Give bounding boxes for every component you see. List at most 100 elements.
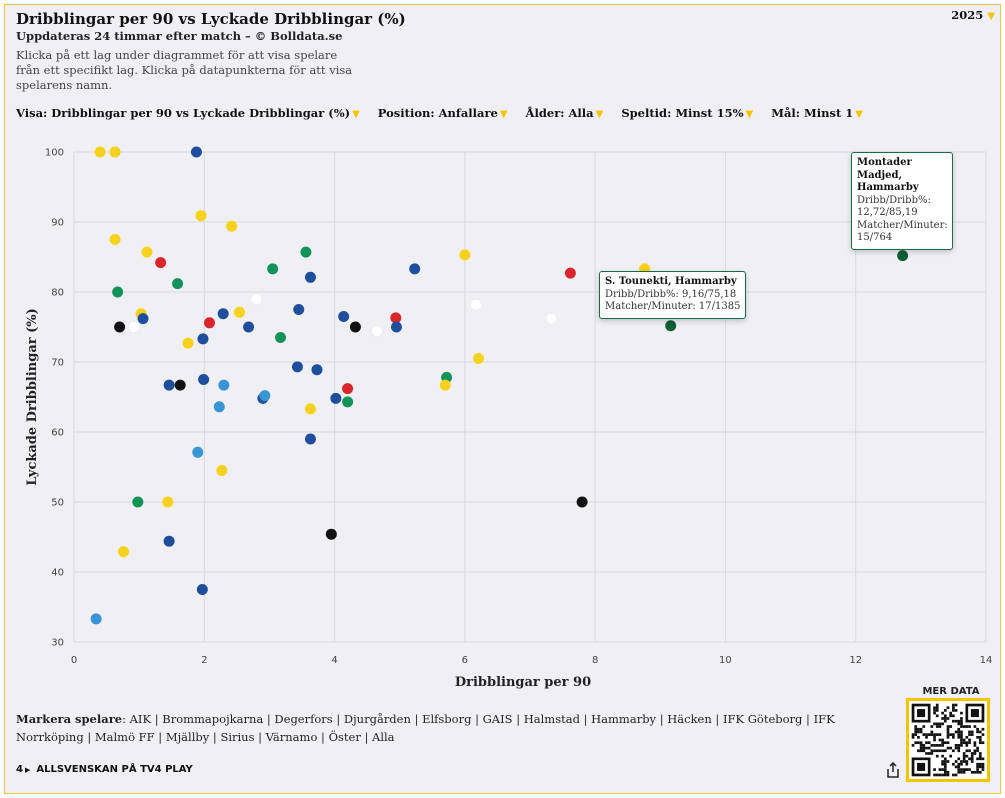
filter-show[interactable]: Visa: Dribblingar per 90 vs Lyckade Dribb… [16,106,360,120]
data-point[interactable] [155,257,167,269]
legend-team-hammarby[interactable]: Hammarby [591,712,657,726]
data-point[interactable] [213,401,225,413]
data-point[interactable] [192,446,204,458]
legend-separator: | [512,712,524,726]
data-point[interactable] [163,535,175,547]
data-point[interactable] [330,392,342,404]
qr-code[interactable] [906,698,990,782]
data-point[interactable] [267,263,279,275]
data-point[interactable] [174,379,186,391]
legend-team-ifk-göteborg[interactable]: IFK Göteborg [722,712,803,726]
data-point[interactable] [439,379,451,391]
data-point[interactable] [141,246,153,258]
x-tick-label: 8 [592,655,598,666]
data-point[interactable] [94,146,106,158]
data-point[interactable] [162,496,174,508]
legend-team-degerfors[interactable]: Degerfors [274,712,333,726]
legend-team-ifk-norrköping[interactable]: IFK Norrköping [16,712,835,744]
data-point[interactable] [203,317,215,329]
data-point[interactable] [342,383,354,395]
filter-playtime[interactable]: Speltid: Minst 15% ▼ [621,106,753,120]
data-point[interactable] [275,332,287,343]
data-point[interactable] [172,278,184,290]
data-point[interactable] [216,465,228,476]
legend-team-malmö-ff[interactable]: Malmö FF [94,730,155,744]
filter-position[interactable]: Position: Anfallare ▼ [378,106,508,120]
legend-team-mjällby[interactable]: Mjällby [165,730,210,744]
data-point[interactable] [409,263,421,275]
data-point[interactable] [196,584,208,595]
data-point[interactable] [118,546,130,558]
data-point[interactable] [304,433,316,445]
data-point[interactable] [304,271,316,283]
legend-team-gais[interactable]: GAIS [482,712,513,726]
data-point[interactable] [325,528,337,540]
data-point[interactable] [473,353,485,364]
data-point[interactable] [311,364,323,376]
y-tick-label: 90 [51,218,64,229]
data-point[interactable] [197,333,209,345]
data-point[interactable] [338,311,350,322]
data-point[interactable] [128,321,140,333]
data-point[interactable] [349,321,361,333]
data-point[interactable] [897,250,909,262]
page-subtitle: Uppdateras 24 timmar efter match – © Bol… [16,29,343,43]
legend-team-värnamo[interactable]: Värnamo [265,730,318,744]
data-point[interactable] [217,308,229,320]
y-axis-label: Lyckade Dribblingar (%) [25,308,40,486]
data-point[interactable] [250,293,263,305]
data-point[interactable] [163,379,175,391]
filter-age[interactable]: Ålder: Alla ▼ [526,106,604,120]
data-point[interactable] [218,379,230,391]
data-point[interactable] [390,321,402,333]
data-point[interactable] [390,312,402,324]
data-point[interactable] [300,246,312,258]
legend-team-häcken[interactable]: Häcken [667,712,712,726]
data-point[interactable] [342,396,354,408]
legend-team-öster[interactable]: Öster [328,730,361,744]
data-point[interactable] [304,403,316,415]
data-point[interactable] [112,286,124,298]
data-point[interactable] [109,146,121,158]
legend-separator: | [254,730,266,744]
legend-separator: | [410,712,423,726]
tv4-logo: 4 [16,764,23,775]
data-point[interactable] [293,304,305,315]
year-select[interactable]: 2025 ▼ [951,8,995,22]
legend-team-elfsborg[interactable]: Elfsborg [422,712,472,726]
data-point[interactable] [182,337,194,349]
data-point[interactable] [233,306,245,318]
data-point[interactable] [371,325,383,337]
legend-team-djurgården[interactable]: Djurgården [343,712,411,726]
legend-team-alla[interactable]: Alla [372,730,395,744]
legend-team-brommapojkarna[interactable]: Brommapojkarna [162,712,264,726]
data-point[interactable] [243,321,255,333]
chart-ticks: 0 2 4 6 8 10 12 14 30 40 50 60 70 80 90 100 [45,148,992,667]
y-tick-label: 80 [51,288,64,299]
data-point[interactable] [132,496,144,508]
data-point[interactable] [576,496,588,508]
data-point[interactable] [545,312,558,325]
data-point[interactable] [109,234,121,245]
data-point[interactable] [459,249,471,261]
filter-bar: Visa: Dribblingar per 90 vs Lyckade Dribb… [16,106,863,120]
filter-goals[interactable]: Mål: Minst 1 ▼ [771,106,863,120]
data-point[interactable] [291,361,303,373]
data-point[interactable] [90,613,102,625]
data-point[interactable] [198,374,210,385]
data-point[interactable] [190,146,202,158]
share-icon[interactable] [886,762,900,778]
data-point[interactable] [114,321,126,333]
data-point[interactable] [226,220,238,232]
data-point[interactable] [665,320,677,332]
legend-team-sirius[interactable]: Sirius [220,730,255,744]
legend-team-halmstad[interactable]: Halmstad [523,712,580,726]
legend-separator: | [209,730,221,744]
data-point[interactable] [470,298,482,311]
tv4-link[interactable]: 4 ▶ ALLSVENSKAN PÅ TV4 PLAY [16,764,193,775]
data-point[interactable] [259,390,271,402]
data-point[interactable] [195,210,207,222]
data-point[interactable] [137,313,149,325]
data-point[interactable] [564,267,576,279]
legend-team-aik[interactable]: AIK [129,712,152,726]
